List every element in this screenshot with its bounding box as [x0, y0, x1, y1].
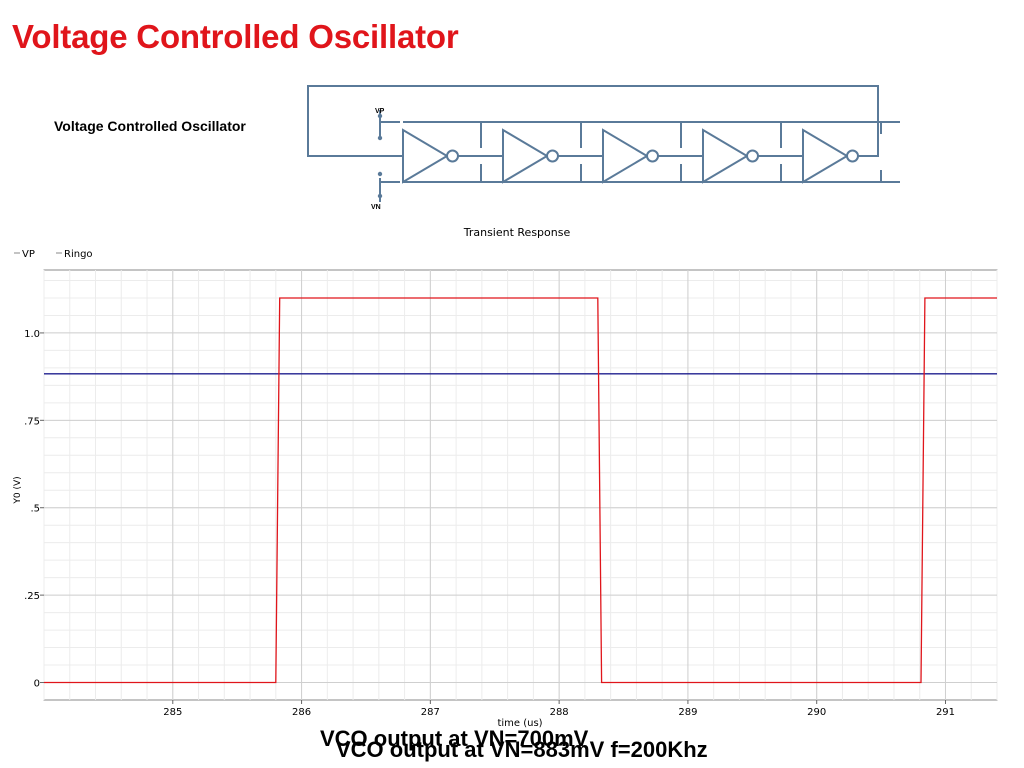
inverter-3: [602, 128, 649, 184]
x-tick-label: 289: [678, 707, 697, 718]
y-axis-label: Y0 (V): [13, 476, 23, 504]
y-tick-label: 0: [34, 679, 40, 690]
schematic-wires: [307, 85, 900, 202]
schematic-inverters: [402, 128, 859, 184]
inverter-5: [802, 128, 849, 184]
schematic-label: Voltage Controlled Oscillator: [54, 118, 246, 134]
chart-legend: VP Ringo: [14, 249, 93, 260]
feedback-wire: [307, 85, 879, 157]
legend-label-ringo: Ringo: [64, 249, 93, 260]
inverter-bubble-4: [746, 149, 759, 163]
x-tick-label: 288: [550, 707, 569, 718]
inverter-4: [702, 128, 749, 184]
inverter-1: [402, 128, 449, 184]
x-tick-label: 287: [421, 707, 440, 718]
plot-area: [43, 269, 998, 701]
y-tick-label: .25: [24, 591, 40, 602]
series-line-ringo: [44, 297, 997, 684]
inverter-bubble-3: [646, 149, 659, 163]
vp-node: [377, 113, 383, 119]
vp-node: [377, 135, 383, 141]
vn-node: [377, 193, 383, 199]
inverter-2: [502, 128, 549, 184]
chart-grid: [43, 270, 998, 700]
y-tick-label: .75: [24, 416, 40, 427]
caption-vn-883mv: VCO output at VN=883mV f=200Khz: [336, 737, 708, 762]
x-tick-label: 285: [163, 707, 182, 718]
y-tick-label: .5: [30, 504, 40, 515]
caption-vn-700mv: VCO output at VN=700mV: [320, 726, 589, 751]
x-tick-label: 291: [936, 707, 955, 718]
ring-oscillator-schematic: VP VN: [307, 85, 900, 211]
chart-series: [44, 297, 997, 684]
chart-ticks: 285 286 287 288 289 290 291 0 .25 .5 .75 1.0: [24, 329, 955, 718]
inverter-bubble-1: [446, 149, 459, 163]
slide-title: Voltage Controlled Oscillator: [12, 18, 459, 55]
x-tick-label: 290: [807, 707, 826, 718]
pin-label-vn: VN: [371, 204, 381, 211]
inverter-bubble-2: [546, 149, 559, 163]
chart-title: Transient Response: [463, 226, 571, 239]
pin-label-vp: VP: [375, 108, 385, 115]
transient-chart: Transient Response VP Ringo 285 286 287 288 2…: [13, 226, 998, 729]
inverter-bubble-5: [846, 149, 859, 163]
x-axis-label: time (us): [497, 718, 542, 729]
legend-label-vp: VP: [22, 249, 35, 260]
vn-node: [377, 171, 383, 177]
y-tick-label: 1.0: [24, 329, 40, 340]
x-tick-label: 286: [292, 707, 311, 718]
